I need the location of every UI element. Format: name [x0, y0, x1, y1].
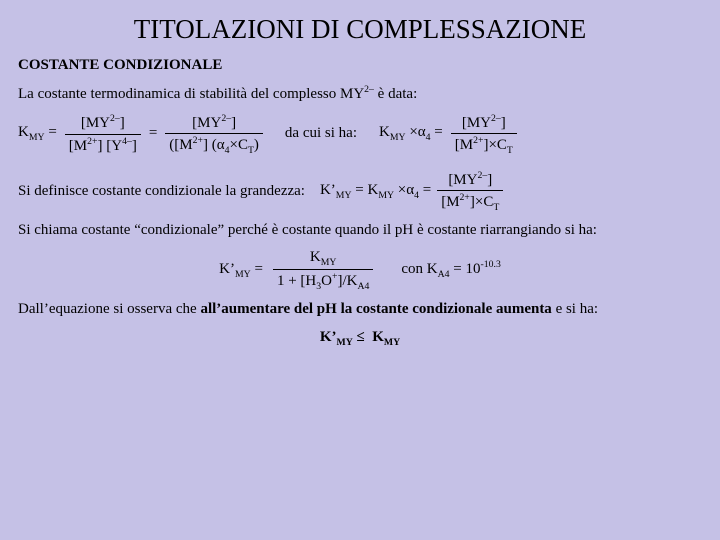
why-conditional: Si chiama costante “condizionale” perché… [18, 221, 702, 241]
kmy-label: KMY = [18, 123, 57, 145]
equation-kprime-ratio: K’MY = KMY 1 + [H3O+]/KA4 con KA4 = 10-1… [18, 249, 702, 292]
intro-text: La costante termodinamica di stabilità d… [18, 84, 702, 105]
frac-3: [MY2–] [M2+]×CT [451, 113, 517, 156]
frac-5: KMY 1 + [H3O+]/KA4 [273, 249, 373, 292]
da-cui-text: da cui si ha: [285, 124, 357, 144]
section-heading: COSTANTE CONDIZIONALE [18, 57, 702, 74]
final-bold: all’aumentare del pH la costante condizi… [200, 301, 551, 317]
page-title: TITOLAZIONI DI COMPLESSAZIONE [18, 14, 702, 45]
eq-sign-1: = [149, 124, 157, 144]
ka4-exponent: -10.3 [481, 259, 501, 270]
kprime-eq-label: K’MY = [219, 260, 263, 282]
frac-4: [MY2–] [M2+]×CT [437, 170, 503, 213]
final-suffix: e si ha: [552, 301, 598, 317]
kmy-alpha-label: KMY ×α4 = [379, 123, 443, 145]
equation-kmy: KMY = [MY2–] [M2+] [Y4–] = [MY2–] ([M2+]… [18, 113, 702, 156]
kprime-def-line: Si definisce costante condizionale la gr… [18, 170, 702, 213]
final-prefix: Dall’equazione si osserva che [18, 301, 200, 317]
final-relation: K’MY ≤ KMY [18, 328, 702, 350]
kprime-def-label: K’MY = KMY ×α4 = [320, 181, 431, 203]
defline-prefix: Si definisce costante condizionale la gr… [18, 183, 305, 199]
final-paragraph: Dall’equazione si osserva che all’aument… [18, 300, 702, 320]
frac-2: [MY2–] ([M2+] (α4×CT) [165, 113, 263, 156]
ka4-value: con KA4 = 10-10.3 [401, 259, 500, 282]
frac-1: [MY2–] [M2+] [Y4–] [65, 113, 141, 155]
